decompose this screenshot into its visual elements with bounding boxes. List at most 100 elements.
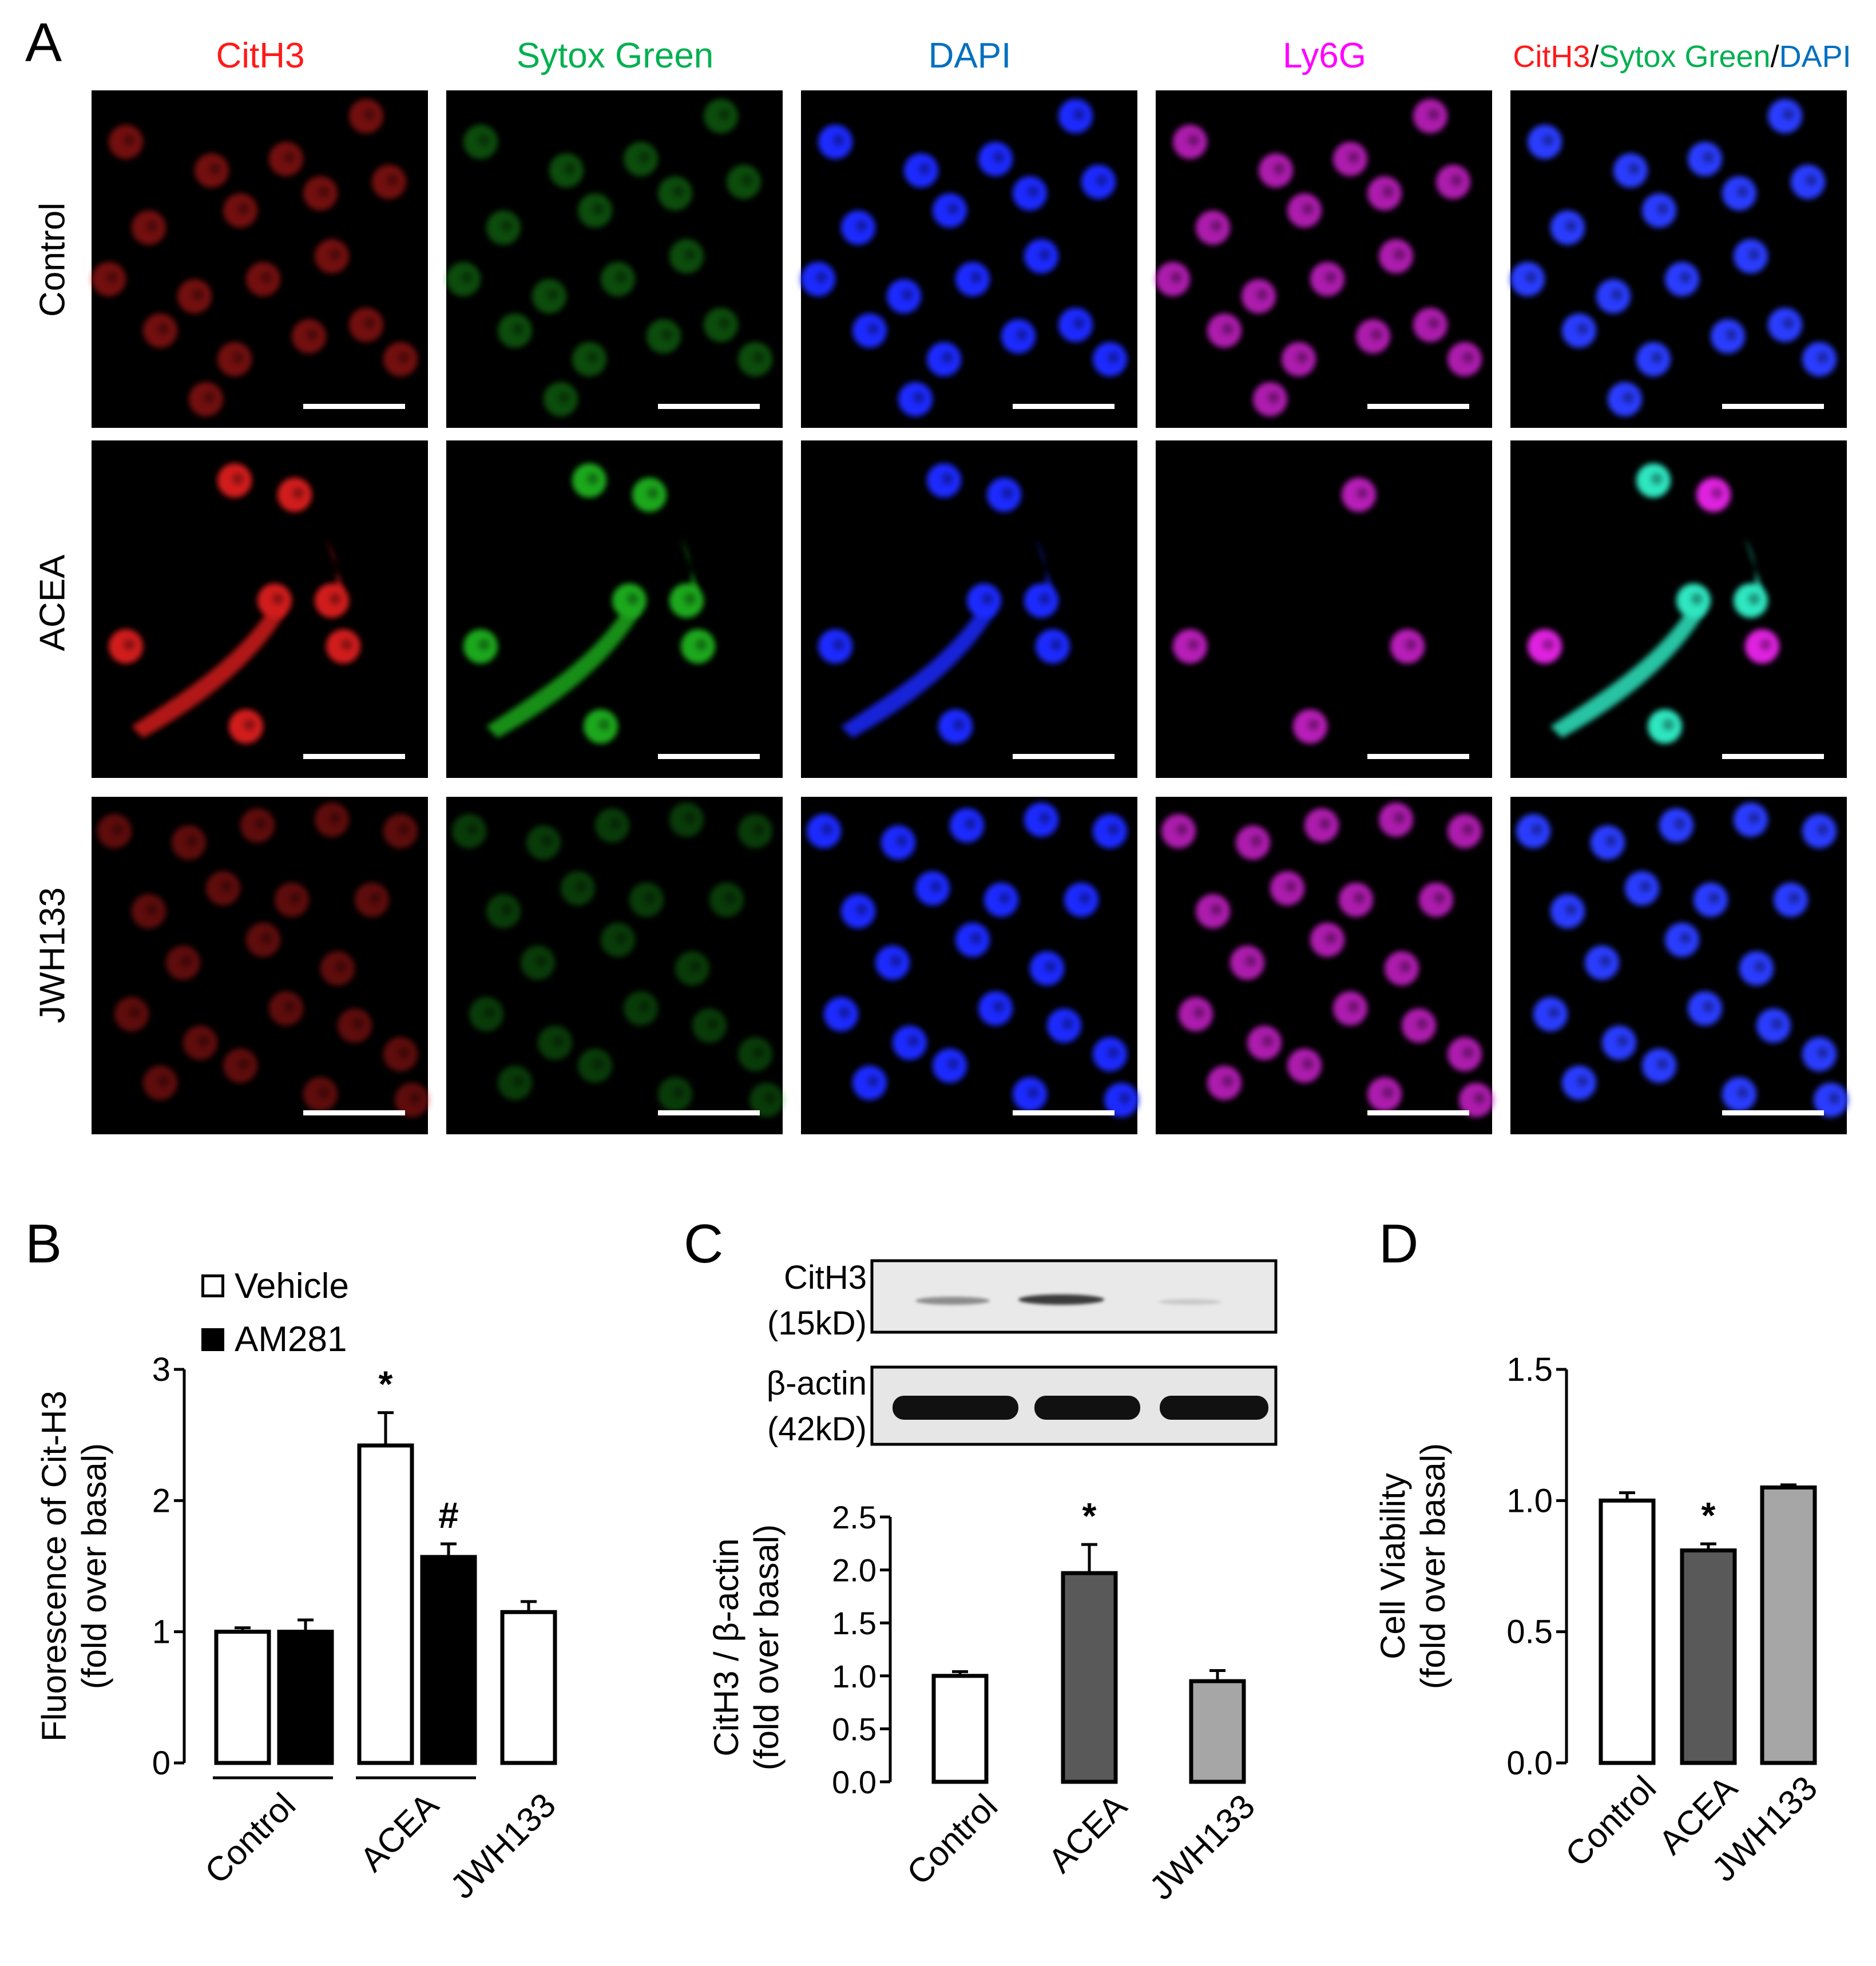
cell-nucleus-lobe <box>724 892 736 904</box>
cell-nucleus-lobe <box>1680 272 1691 283</box>
cell-nucleus-lobe <box>1577 1075 1588 1087</box>
cell-nucleus-lobe <box>1542 639 1554 650</box>
cell-nucleus-lobe <box>890 955 902 967</box>
scale-bar <box>303 754 405 759</box>
cell-nucleus-lobe <box>1405 639 1417 650</box>
cell-nucleus-lobe <box>593 203 604 215</box>
cell-nucleus-lobe <box>627 593 638 605</box>
chart-b-x-tick-label: ACEA <box>352 1786 446 1879</box>
cell-nucleus-lobe <box>192 289 204 300</box>
cell-nucleus-lobe <box>146 904 158 915</box>
cell-nucleus-lobe <box>124 134 135 146</box>
chart-b-y-tick-label: 2 <box>152 1482 170 1519</box>
cell-nucleus-lobe <box>1285 881 1296 892</box>
column-header-ly6g: Ly6G <box>1283 36 1366 76</box>
cell-nucleus-lobe <box>1222 1075 1234 1087</box>
cell-nucleus-lobe <box>1760 639 1771 650</box>
cell-nucleus-lobe <box>1108 352 1119 363</box>
cell-nucleus-lobe <box>1028 1087 1039 1098</box>
cell-nucleus-lobe <box>232 352 244 363</box>
cell-nucleus-lobe <box>1319 818 1331 829</box>
cell-nucleus-lobe <box>1737 186 1748 197</box>
cell-nucleus-lobe <box>1268 392 1279 403</box>
cell-nucleus-lobe <box>1302 1058 1314 1070</box>
cell-nucleus-lobe <box>1176 824 1188 835</box>
cell-nucleus-lobe <box>364 317 375 329</box>
cell-nucleus-lobe <box>1548 1007 1560 1018</box>
cell-nucleus-lobe <box>947 203 959 215</box>
column-header-merge: CitH3/Sytox Green/DAPI <box>1499 39 1865 74</box>
cell-nucleus-lobe <box>1674 818 1685 829</box>
micrograph-jwh133-cith3 <box>92 797 429 1134</box>
cell-nucleus-lobe <box>1737 1087 1748 1098</box>
chart-b-bar-acea-am281 <box>420 1555 477 1765</box>
cell-nucleus-lobe <box>1462 352 1474 363</box>
cell-nucleus-lobe <box>993 1001 1005 1012</box>
cell-nucleus-lobe <box>719 109 730 120</box>
cell-nucleus-lobe <box>330 812 341 824</box>
cell-nucleus-lobe <box>289 892 301 904</box>
cell-nucleus-lobe <box>1399 961 1411 972</box>
cell-nucleus-lobe <box>410 1093 421 1104</box>
chart-d-x-tick-label: Control <box>1558 1769 1663 1874</box>
cell-nucleus-lobe <box>1382 1087 1394 1098</box>
chart-d-y-tick-label: 1.0 <box>1506 1482 1553 1519</box>
cell-nucleus-lobe <box>387 174 398 186</box>
cell-nucleus-lobe <box>513 1075 524 1087</box>
cell-nucleus-lobe <box>1382 186 1394 197</box>
micrograph-jwh133-merge <box>1510 797 1848 1134</box>
cell-nucleus-lobe <box>1251 835 1262 847</box>
cell-nucleus-lobe <box>106 272 118 283</box>
cell-nucleus-lobe <box>593 1058 604 1070</box>
cell-nucleus-lobe <box>1050 639 1062 650</box>
cell-nucleus-lobe <box>204 392 215 403</box>
cell-nucleus-lobe <box>1577 323 1588 335</box>
chart-b-bar-acea-vehicle <box>357 1443 414 1765</box>
cell-nucleus-lobe <box>541 835 553 847</box>
cell-nucleus-lobe <box>1274 163 1285 174</box>
net-strand <box>681 538 698 601</box>
net-strand <box>132 601 286 738</box>
cell-nucleus-lobe <box>896 835 907 847</box>
cell-nucleus-lobe <box>1417 1018 1428 1030</box>
cell-nucleus-lobe <box>1542 134 1554 146</box>
cell-nucleus-lobe <box>1119 1093 1131 1104</box>
chart-c-y-tick-label: 1.0 <box>832 1658 876 1694</box>
net-strand <box>1550 601 1705 738</box>
cell-nucleus-lobe <box>1002 487 1013 499</box>
cell-nucleus-lobe <box>919 163 930 174</box>
chart-d-bar-control <box>1599 1498 1656 1765</box>
micrograph-background <box>801 90 1137 428</box>
chart-b-y-tick-label: 3 <box>152 1351 170 1388</box>
net-strand <box>1745 538 1762 601</box>
cell-nucleus-lobe <box>187 835 198 847</box>
micrograph-acea-sytox <box>446 440 783 778</box>
chart-d: 0.0 0.5 1.0 1.5 Cell Viability (fold over bas… <box>1374 1351 1825 1889</box>
cell-nucleus-lobe <box>318 1087 330 1098</box>
cell-nucleus-lobe <box>501 904 513 915</box>
cell-nucleus-lobe <box>1663 719 1674 730</box>
cell-nucleus-lobe <box>244 719 255 730</box>
chart-b-x-tick-label: Control <box>197 1786 303 1891</box>
cell-nucleus-lobe <box>902 289 913 300</box>
chart-d-y-tick-label: 0.5 <box>1506 1614 1553 1651</box>
cell-nucleus-lobe <box>816 272 827 283</box>
micrograph-jwh133-dapi <box>801 797 1139 1134</box>
column-header-sytox-green: Sytox Green <box>516 36 714 76</box>
cell-nucleus-lobe <box>1308 719 1319 730</box>
chart-d-annotation: * <box>1702 1495 1716 1536</box>
scale-bar <box>1013 1110 1115 1115</box>
cell-nucleus-lobe <box>1691 593 1703 605</box>
cell-nucleus-lobe <box>1806 174 1817 186</box>
blot-cith3-name: CitH3 <box>783 1259 867 1296</box>
cell-nucleus-lobe <box>673 1087 684 1098</box>
cell-nucleus-lobe <box>1394 812 1405 824</box>
cell-nucleus-lobe <box>564 163 576 174</box>
cell-nucleus-lobe <box>741 174 753 186</box>
scale-bar <box>1722 404 1824 409</box>
cell-nucleus-lobe <box>209 163 221 174</box>
cell-nucleus-lobe <box>1256 289 1268 300</box>
chart-b-x-tick-label: JWH133 <box>443 1786 563 1906</box>
cell-nucleus-lobe <box>1640 881 1651 892</box>
cell-nucleus-lobe <box>232 473 244 484</box>
